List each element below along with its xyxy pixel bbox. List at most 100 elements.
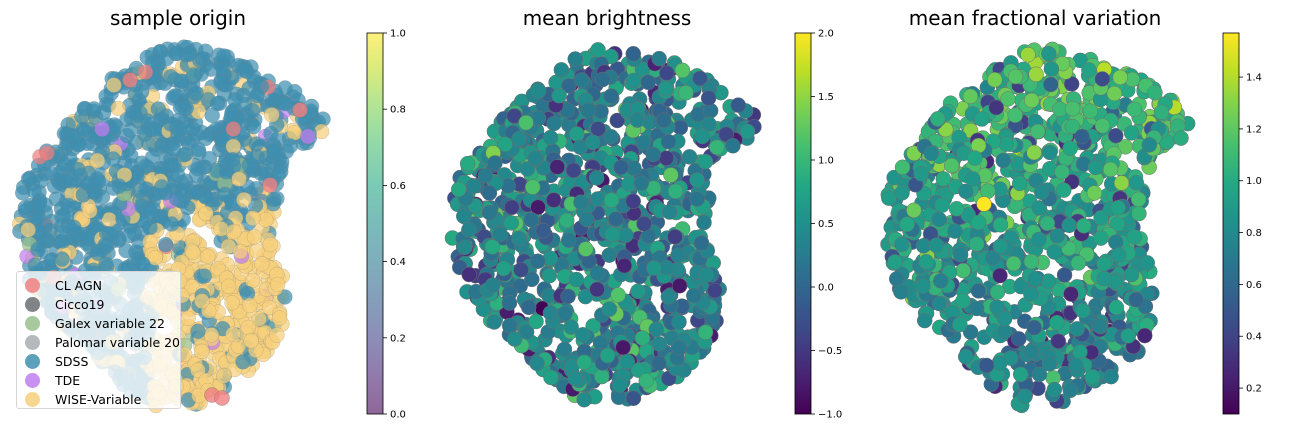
- scatter-point: [1020, 46, 1036, 63]
- scatter-point: [1131, 205, 1147, 222]
- scatter-point: [511, 131, 527, 147]
- scatter-point: [1094, 118, 1111, 134]
- scatter-point: [94, 121, 110, 137]
- scatter-point: [1093, 230, 1109, 246]
- scatter-point: [542, 305, 559, 321]
- scatter-point: [563, 319, 579, 335]
- scatter-point: [1055, 182, 1072, 198]
- scatter-point: [1040, 273, 1057, 289]
- legend-marker: [25, 354, 40, 369]
- scatter-point: [589, 281, 605, 298]
- scatter-point: [137, 64, 154, 80]
- scatter-point: [568, 271, 585, 288]
- scatter-point: [1033, 184, 1050, 201]
- colorbar-tick-label: 1.4: [1246, 73, 1262, 84]
- scatter-point: [577, 288, 594, 305]
- scatter-point: [186, 67, 202, 83]
- scatter-point: [231, 171, 247, 187]
- scatter-point: [934, 197, 950, 213]
- scatter-point: [1049, 228, 1066, 244]
- scatter-point: [1086, 185, 1103, 201]
- legend-entry: SDSS: [25, 352, 180, 371]
- scatter-point: [1027, 271, 1043, 287]
- scatter-point: [928, 237, 944, 254]
- colorbar-tick-label: 0.4: [1246, 332, 1262, 343]
- scatter-point: [1030, 123, 1046, 140]
- legend-marker: [25, 297, 40, 312]
- scatter-point: [487, 155, 503, 171]
- scatter-point: [481, 204, 498, 221]
- legend-label: TDE: [55, 373, 81, 388]
- scatter-point: [484, 277, 501, 293]
- scatter-point: [111, 178, 127, 194]
- scatter-point: [604, 226, 621, 243]
- scatter-point: [524, 271, 540, 288]
- scatter-point: [612, 377, 628, 393]
- scatter-point: [1007, 107, 1023, 123]
- scatter-point: [692, 70, 708, 87]
- scatter-point: [978, 357, 995, 374]
- scatter-point: [948, 201, 965, 217]
- scatter-point: [1130, 191, 1147, 208]
- scatter-point: [1040, 45, 1057, 62]
- scatter-point: [648, 321, 665, 338]
- scatter-point: [899, 216, 915, 233]
- colorbar: 0.2 0.4 0.6 0.8 1.0 1.2 1.4: [1222, 32, 1262, 415]
- colorbar-tick-label: −1.0: [818, 410, 842, 421]
- scatter-point: [916, 312, 933, 329]
- scatter-point: [635, 134, 652, 151]
- scatter-point: [82, 203, 98, 219]
- scatter-point: [191, 387, 207, 404]
- scatter-point: [270, 276, 286, 293]
- scatter-point: [180, 310, 196, 326]
- scatter-point: [232, 243, 249, 260]
- legend-entry: WISE-Variable: [25, 390, 180, 409]
- scatter-point: [893, 284, 909, 300]
- scatter-point: [1011, 331, 1027, 347]
- scatter-point: [923, 145, 940, 162]
- scatter-point: [455, 208, 472, 225]
- scatter-point: [613, 159, 629, 176]
- scatter-point: [63, 173, 79, 189]
- scatter-point: [659, 65, 675, 81]
- scatter-point: [1126, 229, 1142, 245]
- scatter-point: [894, 185, 910, 201]
- scatter-point: [630, 362, 647, 378]
- scatter-point: [1123, 125, 1140, 141]
- scatter-point: [559, 212, 575, 229]
- scatter-point: [158, 236, 174, 253]
- scatter-point: [17, 200, 33, 216]
- scatter-point: [140, 113, 156, 129]
- scatter-point: [504, 199, 520, 216]
- scatter-point: [1082, 103, 1099, 119]
- scatter-point: [203, 327, 220, 343]
- scatter-point: [262, 177, 278, 193]
- scatter-point: [1064, 118, 1081, 135]
- scatter-point: [60, 197, 77, 214]
- scatter-point: [506, 108, 523, 124]
- scatter-point: [630, 283, 646, 300]
- scatter-point: [477, 167, 494, 184]
- scatter-point: [608, 211, 624, 227]
- scatter-point: [894, 159, 911, 176]
- scatter-point: [198, 205, 214, 222]
- scatter-point: [931, 211, 947, 228]
- scatter-point: [190, 161, 206, 177]
- scatter-point: [589, 191, 606, 207]
- scatter-point: [601, 247, 618, 263]
- colorbar-tick-label: 1.0: [390, 29, 406, 40]
- scatter-point: [1110, 247, 1127, 263]
- legend-label: Galex variable 22: [55, 316, 165, 331]
- scatter-point: [929, 111, 946, 127]
- scatter-point: [590, 121, 606, 137]
- scatter-point: [636, 216, 652, 232]
- colorbar-tick-label: 0.6: [1246, 280, 1262, 291]
- scatter-point: [578, 241, 594, 257]
- scatter-point: [1113, 175, 1130, 191]
- scatter-point: [918, 253, 934, 270]
- scatter-point: [645, 146, 661, 163]
- scatter-point: [518, 324, 535, 340]
- scatter-point: [619, 353, 635, 370]
- scatter-point: [286, 125, 303, 141]
- scatter-point: [1102, 161, 1119, 178]
